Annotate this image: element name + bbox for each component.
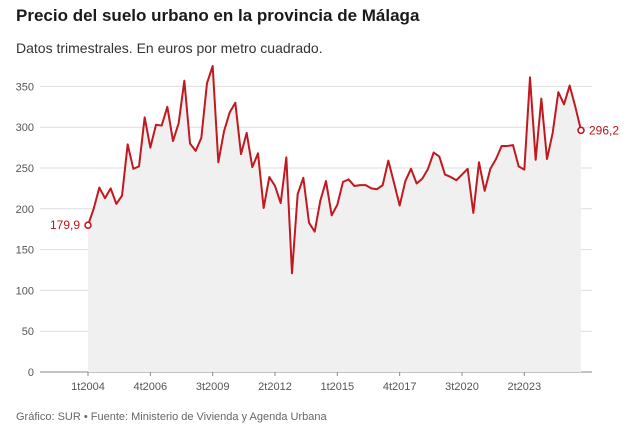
area-fill	[88, 66, 581, 372]
x-tick-label: 1t2004	[71, 381, 105, 393]
x-tick-label: 2t2023	[508, 381, 542, 393]
y-tick-label: 200	[16, 204, 34, 216]
y-tick-label: 350	[16, 81, 34, 93]
source-footer: Gráfico: SUR • Fuente: Ministerio de Viv…	[16, 411, 327, 423]
end-point-marker	[577, 126, 585, 135]
y-tick-label: 150	[16, 245, 34, 257]
x-tick-label: 4t2006	[134, 381, 168, 393]
y-tick-label: 0	[28, 367, 34, 379]
chart-title: Precio del suelo urbano en la provincia …	[16, 6, 420, 25]
y-axis: 0 50 100 150 200 250 300 350	[16, 81, 34, 379]
x-tick-label: 4t2017	[383, 381, 417, 393]
line-chart: 0 50 100 150 200 250 300 350 1t2004 4t2006 3t2009…	[16, 65, 619, 393]
y-tick-label: 100	[16, 285, 34, 297]
start-point-marker	[84, 221, 92, 230]
y-tick-label: 250	[16, 163, 34, 175]
x-tick-label: 2t2012	[258, 381, 292, 393]
x-tick-label: 3t2009	[196, 381, 230, 393]
chart-subtitle: Datos trimestrales. En euros por metro c…	[16, 40, 323, 56]
end-value-label: 296,2	[589, 123, 619, 137]
x-axis: 1t2004 4t2006 3t2009 2t2012 1t2015 4t2017 3t20…	[71, 372, 541, 393]
start-value-label: 179,9	[50, 218, 80, 232]
x-tick-label: 3t2020	[445, 381, 479, 393]
x-tick-label: 1t2015	[321, 381, 355, 393]
price-line	[87, 65, 582, 275]
y-tick-label: 300	[16, 122, 34, 134]
y-tick-label: 50	[22, 326, 34, 338]
